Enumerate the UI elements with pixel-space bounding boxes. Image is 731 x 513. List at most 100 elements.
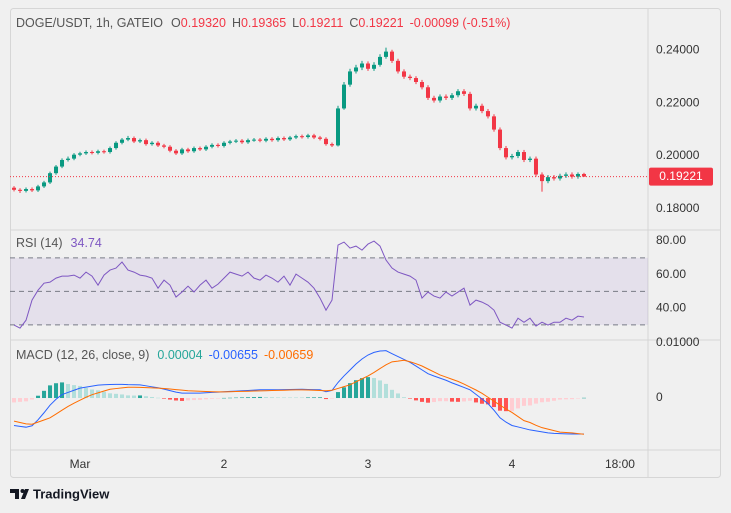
macd-histogram-bar bbox=[491, 398, 496, 408]
candle-body bbox=[162, 145, 167, 147]
macd-histogram-bar bbox=[246, 397, 251, 399]
candle-body bbox=[575, 173, 580, 177]
ohlc-key: L bbox=[292, 16, 299, 30]
macd-histogram-bar bbox=[42, 390, 47, 399]
macd-histogram-bar bbox=[335, 392, 340, 399]
macd-histogram-bar bbox=[180, 398, 185, 401]
candle-body bbox=[318, 137, 323, 139]
candle-body bbox=[521, 152, 526, 160]
candle-body bbox=[341, 84, 346, 109]
candle-body bbox=[509, 156, 514, 158]
candle-body bbox=[252, 139, 257, 141]
candle-body bbox=[347, 71, 352, 85]
x-tick-label: Mar bbox=[70, 457, 91, 471]
candle-body bbox=[42, 182, 47, 187]
macd-histogram-bar bbox=[312, 397, 317, 399]
candle-body bbox=[108, 148, 113, 153]
macd-histogram-bar bbox=[413, 398, 418, 401]
macd-histogram-bar bbox=[515, 398, 520, 409]
macd-header: MACD (12, 26, close, 9) 0.00004 -0.00655 -0… bbox=[16, 348, 313, 362]
candle-body bbox=[138, 140, 143, 142]
macd-histogram-bar bbox=[425, 398, 430, 403]
macd-histogram-bar bbox=[329, 398, 334, 399]
candle-body bbox=[365, 63, 370, 69]
candle-body bbox=[359, 63, 364, 68]
macd-histogram-bar bbox=[431, 398, 436, 403]
candle-body bbox=[246, 140, 251, 143]
macd-histogram-bar bbox=[276, 397, 281, 399]
macd-histogram-bar bbox=[168, 398, 173, 400]
macd-histogram-bar bbox=[473, 398, 478, 403]
macd-hist-value: 0.00004 bbox=[157, 348, 202, 362]
macd-histogram-bar bbox=[503, 398, 508, 412]
candle-body bbox=[389, 51, 394, 61]
candle-body bbox=[270, 138, 275, 141]
candle-body bbox=[168, 146, 173, 151]
candle-body bbox=[48, 173, 53, 183]
macd-histogram-bar bbox=[539, 398, 544, 403]
candle-body bbox=[551, 177, 556, 179]
candle-body bbox=[156, 142, 161, 146]
ohlc-key: C bbox=[349, 16, 358, 30]
candle-body bbox=[78, 153, 83, 155]
candle-body bbox=[401, 71, 406, 77]
candle-body bbox=[198, 148, 203, 150]
macd-histogram-bar bbox=[324, 398, 329, 400]
candle-body bbox=[72, 154, 77, 159]
macd-histogram-bar bbox=[467, 398, 472, 401]
candle-body bbox=[144, 140, 149, 145]
candle-body bbox=[240, 140, 245, 143]
candle-body bbox=[329, 144, 334, 146]
symbol: DOGE/USDT, 1h, GATEIO bbox=[16, 16, 163, 30]
candle-body bbox=[407, 76, 412, 79]
candle-body bbox=[461, 91, 466, 94]
candle-body bbox=[503, 148, 508, 158]
macd-histogram-bar bbox=[234, 397, 239, 399]
macd-histogram-bar bbox=[437, 398, 442, 402]
candle-body bbox=[377, 56, 382, 65]
macd-histogram-bar bbox=[270, 397, 275, 399]
candle-body bbox=[443, 96, 448, 98]
y-tick-label: 40.00 bbox=[656, 300, 686, 314]
macd-histogram-bar bbox=[216, 398, 221, 399]
macd-histogram-bar bbox=[72, 385, 77, 399]
candle-body bbox=[306, 135, 311, 137]
macd-histogram-bar bbox=[204, 398, 209, 400]
macd-histogram-bar bbox=[132, 395, 137, 399]
y-tick-label: 0.24000 bbox=[656, 42, 700, 56]
macd-histogram-bar bbox=[443, 398, 448, 402]
candle-body bbox=[204, 146, 209, 150]
macd-histogram-bar bbox=[198, 398, 203, 400]
macd-histogram-bar bbox=[300, 397, 305, 399]
candle-body bbox=[353, 67, 358, 72]
candle-body bbox=[84, 152, 89, 154]
macd-histogram-bar bbox=[401, 397, 406, 399]
candle-body bbox=[150, 142, 155, 145]
macd-histogram-bar bbox=[485, 398, 490, 405]
y-tick-label: 0.18000 bbox=[656, 201, 700, 215]
macd-histogram-bar bbox=[228, 397, 233, 399]
candle-body bbox=[186, 149, 191, 152]
macd-histogram-bar bbox=[479, 398, 484, 404]
candle-body bbox=[120, 139, 125, 143]
candle-body bbox=[18, 189, 23, 191]
candle-body bbox=[288, 137, 293, 140]
candle-body bbox=[419, 82, 424, 88]
macd-histogram-bar bbox=[306, 397, 311, 399]
macd-histogram-bar bbox=[150, 396, 155, 399]
macd-histogram-bar bbox=[48, 385, 53, 399]
macd-histogram-bar bbox=[54, 383, 59, 399]
candle-body bbox=[563, 174, 568, 176]
candle-body bbox=[276, 138, 281, 141]
candle-body bbox=[449, 95, 454, 98]
x-tick-label: 18:00 bbox=[605, 457, 635, 471]
legend-header: DOGE/USDT, 1h, GATEIO O0.19320 H0.19365 L0.… bbox=[16, 16, 510, 30]
candle-body bbox=[437, 96, 442, 101]
candle-body bbox=[539, 174, 544, 182]
y-tick-label: 60.00 bbox=[656, 267, 686, 281]
candle-body bbox=[300, 136, 305, 138]
macd-histogram-bar bbox=[96, 390, 101, 399]
candle-body bbox=[126, 138, 131, 140]
macd-histogram-bar bbox=[581, 397, 586, 399]
